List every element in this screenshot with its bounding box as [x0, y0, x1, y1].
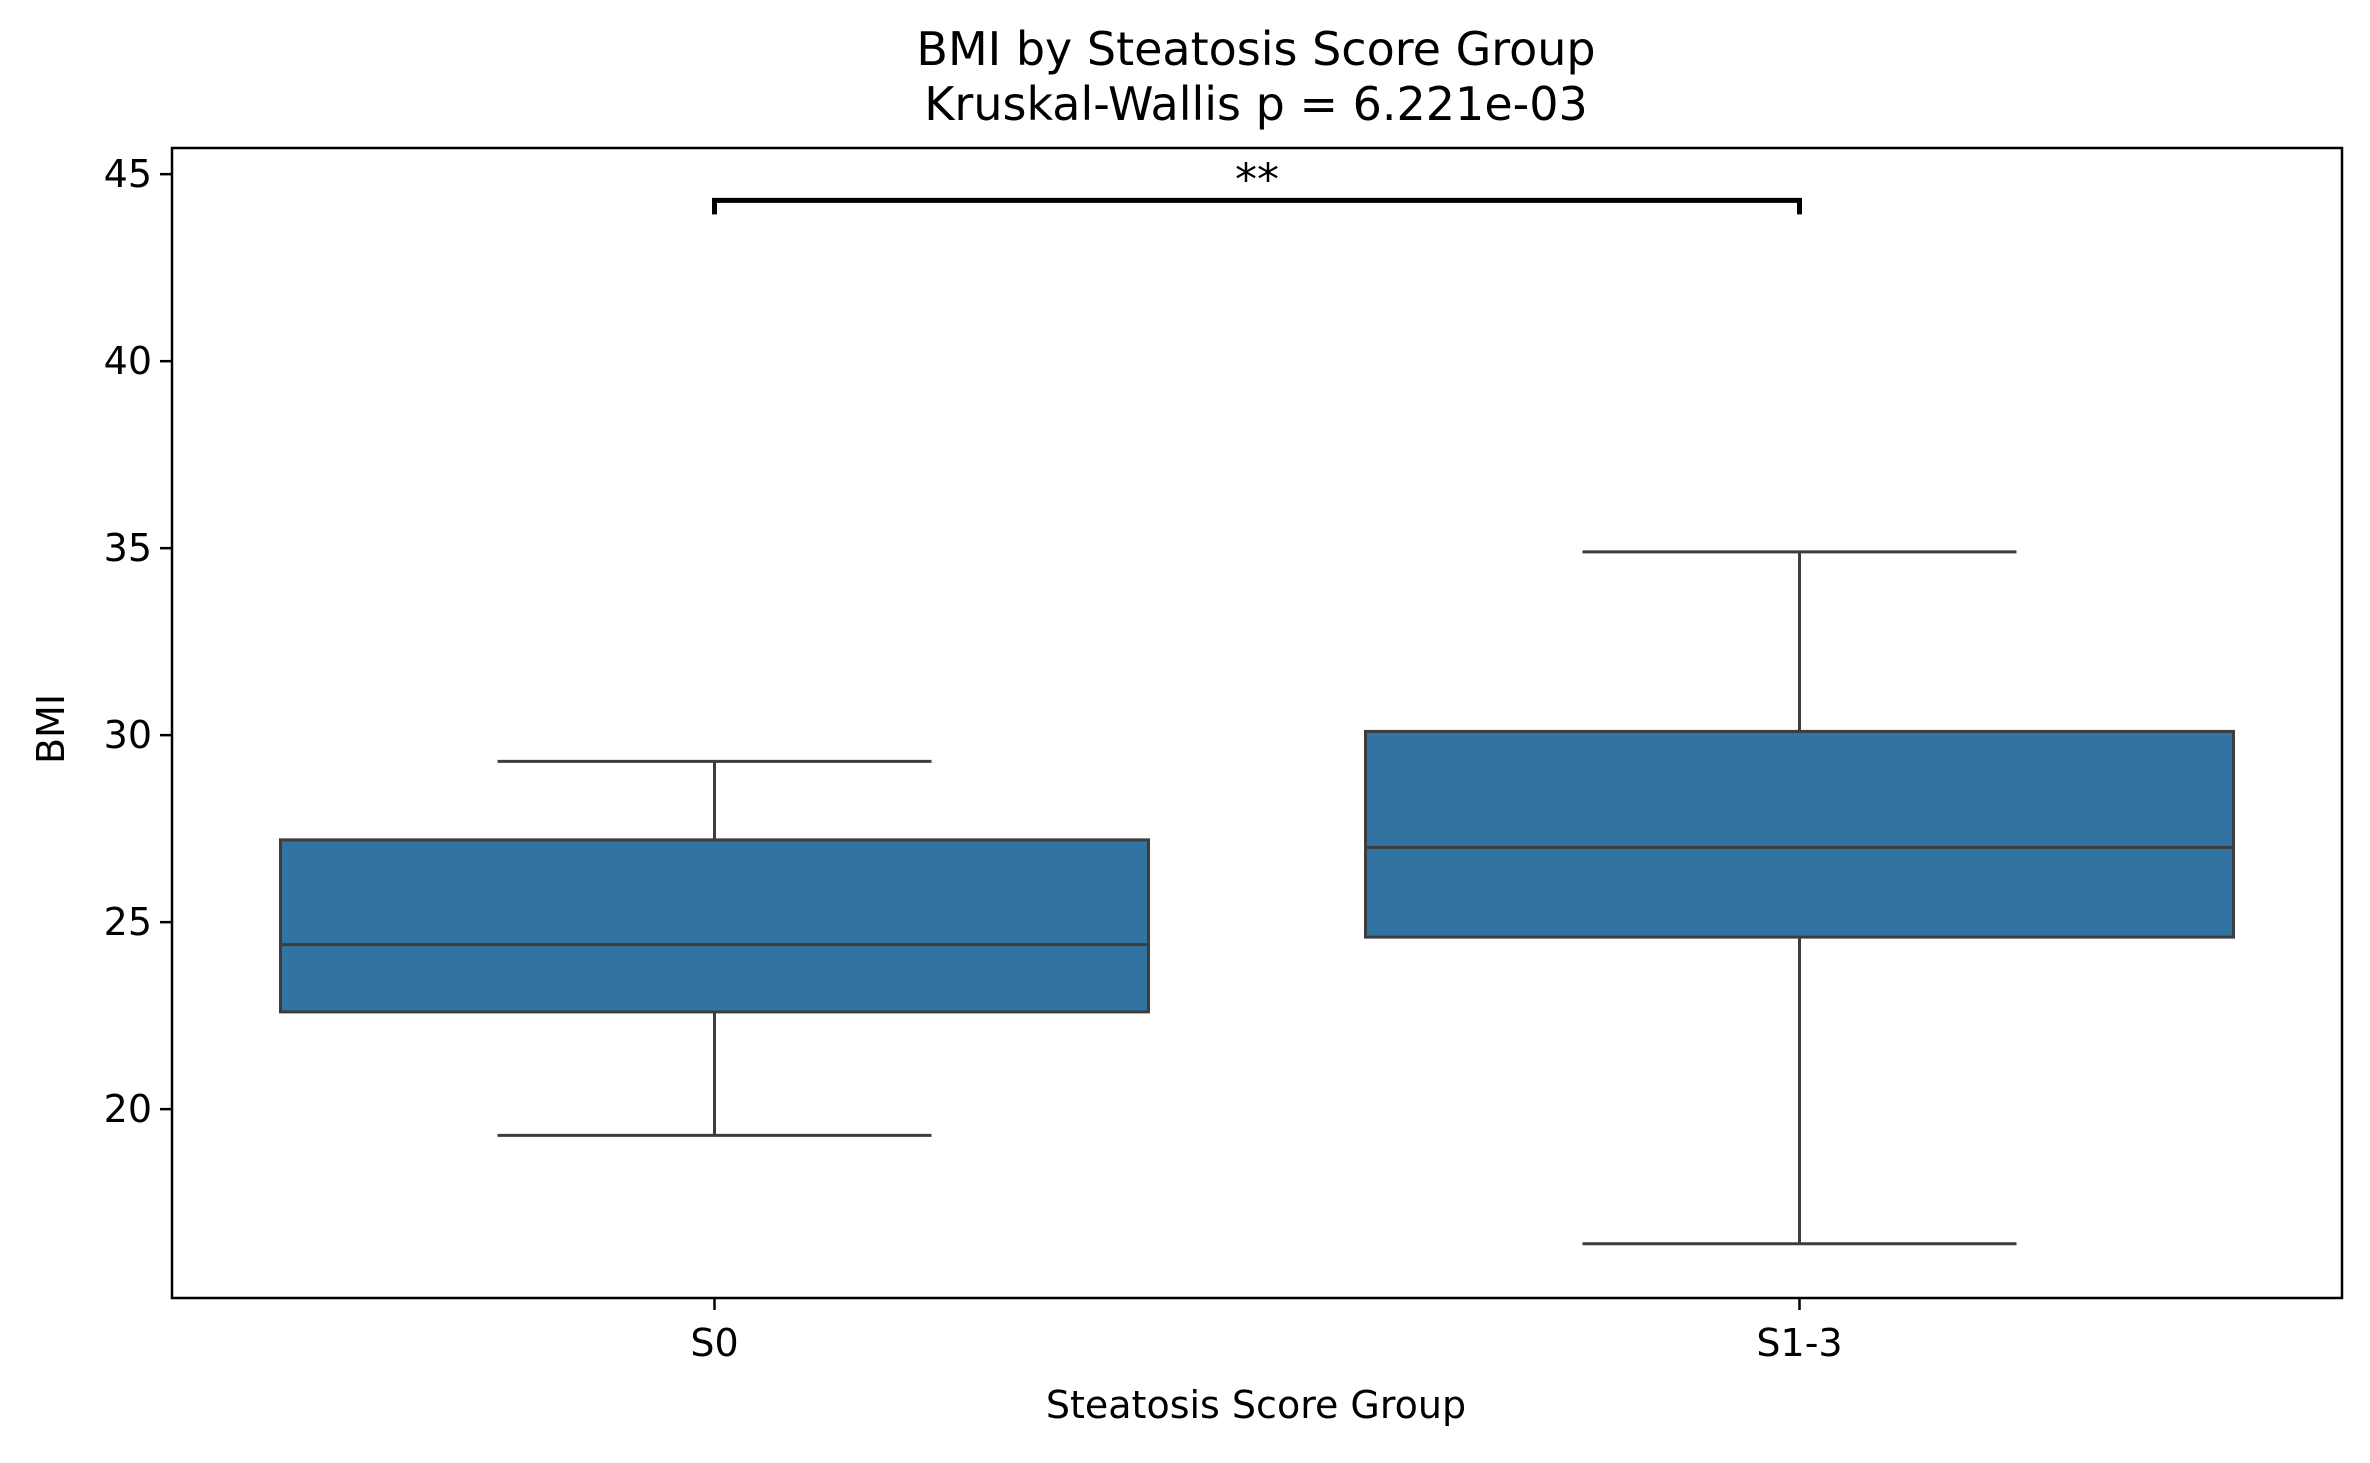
y-axis-label: BMI — [29, 694, 73, 764]
box-group-s0 — [279, 759, 1150, 1137]
chart-subtitle: Kruskal-Wallis p = 6.221e-03 — [924, 77, 1588, 131]
x-tick-label: S1-3 — [1756, 1321, 1842, 1365]
plot-area — [279, 550, 2235, 1246]
significance-bracket — [712, 197, 1802, 215]
significance-label: ** — [1235, 154, 1279, 205]
y-tick-label: 25 — [104, 900, 152, 944]
x-axis-label: Steatosis Score Group — [1046, 1383, 1466, 1427]
y-tick-label: 35 — [104, 526, 152, 570]
y-tick-label: 30 — [104, 713, 152, 757]
box-group-s1-3 — [1364, 550, 2235, 1246]
y-tick-label: 20 — [104, 1087, 152, 1131]
y-tick-label: 45 — [104, 152, 152, 196]
x-tick-label: S0 — [690, 1321, 738, 1365]
plot-frame — [170, 146, 2344, 1300]
y-tick-label: 40 — [104, 339, 152, 383]
box-iqr — [1364, 729, 2235, 939]
box-iqr — [279, 838, 1150, 1014]
chart-title: BMI by Steatosis Score Group — [916, 22, 1595, 76]
